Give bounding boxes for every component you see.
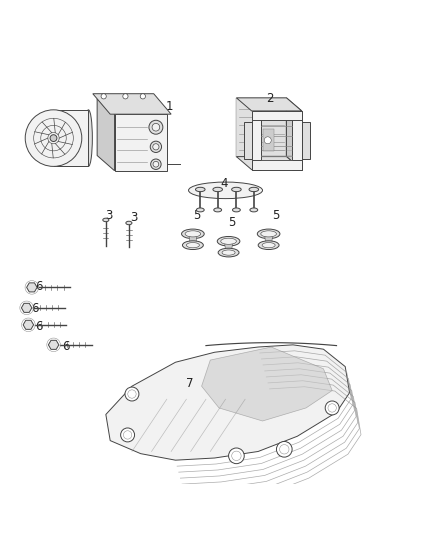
Circle shape <box>151 159 161 169</box>
Polygon shape <box>27 283 37 292</box>
Bar <box>263 130 274 151</box>
Ellipse shape <box>233 208 240 212</box>
Polygon shape <box>97 99 167 114</box>
Polygon shape <box>237 157 302 169</box>
Ellipse shape <box>186 243 199 248</box>
Text: 6: 6 <box>32 302 39 315</box>
Polygon shape <box>23 320 34 329</box>
Circle shape <box>325 401 339 415</box>
Text: 5: 5 <box>228 216 236 229</box>
Polygon shape <box>237 98 286 157</box>
Polygon shape <box>93 94 171 114</box>
Ellipse shape <box>261 231 276 237</box>
Ellipse shape <box>232 187 241 192</box>
Ellipse shape <box>188 182 262 199</box>
Polygon shape <box>201 347 332 421</box>
Polygon shape <box>53 110 88 166</box>
Circle shape <box>150 141 162 152</box>
Ellipse shape <box>258 241 279 249</box>
Bar <box>292 111 302 169</box>
Ellipse shape <box>217 237 240 246</box>
Circle shape <box>50 135 57 141</box>
Ellipse shape <box>221 238 237 244</box>
Circle shape <box>140 94 145 99</box>
Ellipse shape <box>126 221 132 225</box>
Ellipse shape <box>213 187 223 192</box>
Text: 6: 6 <box>35 320 42 333</box>
Circle shape <box>276 441 292 457</box>
Circle shape <box>264 137 271 144</box>
Text: 3: 3 <box>131 211 138 224</box>
Ellipse shape <box>222 250 235 255</box>
Ellipse shape <box>196 208 204 212</box>
Ellipse shape <box>249 187 258 192</box>
Circle shape <box>152 124 160 131</box>
Circle shape <box>149 120 163 134</box>
Circle shape <box>125 387 139 401</box>
Bar <box>252 160 302 169</box>
Bar <box>115 114 167 171</box>
Circle shape <box>229 448 244 464</box>
Ellipse shape <box>218 248 239 257</box>
Ellipse shape <box>183 241 203 249</box>
Circle shape <box>101 94 106 99</box>
Polygon shape <box>265 234 272 245</box>
Text: 4: 4 <box>220 177 228 190</box>
Text: 6: 6 <box>35 280 42 293</box>
Text: 5: 5 <box>193 209 200 222</box>
Circle shape <box>123 94 128 99</box>
Polygon shape <box>237 98 302 111</box>
Ellipse shape <box>103 218 109 222</box>
Polygon shape <box>21 303 32 312</box>
Text: 1: 1 <box>165 100 173 113</box>
Bar <box>252 111 261 169</box>
Circle shape <box>25 110 82 166</box>
Text: 5: 5 <box>272 209 279 222</box>
Text: 6: 6 <box>62 340 70 353</box>
Polygon shape <box>225 241 233 253</box>
Bar <box>252 111 302 120</box>
Text: 7: 7 <box>186 377 193 390</box>
Ellipse shape <box>182 229 204 239</box>
Ellipse shape <box>185 231 201 237</box>
Circle shape <box>120 428 134 442</box>
Text: 2: 2 <box>267 92 274 104</box>
Ellipse shape <box>195 187 205 192</box>
Bar <box>244 122 252 159</box>
Bar <box>302 122 310 159</box>
Polygon shape <box>286 98 302 169</box>
Text: 3: 3 <box>106 208 113 222</box>
Polygon shape <box>48 340 59 349</box>
Ellipse shape <box>214 208 222 212</box>
Ellipse shape <box>85 110 92 166</box>
Circle shape <box>153 161 159 167</box>
Polygon shape <box>106 345 350 460</box>
Ellipse shape <box>257 229 280 239</box>
Ellipse shape <box>262 243 275 248</box>
Polygon shape <box>97 99 115 171</box>
Ellipse shape <box>250 208 258 212</box>
Polygon shape <box>189 234 197 245</box>
Circle shape <box>153 144 159 150</box>
